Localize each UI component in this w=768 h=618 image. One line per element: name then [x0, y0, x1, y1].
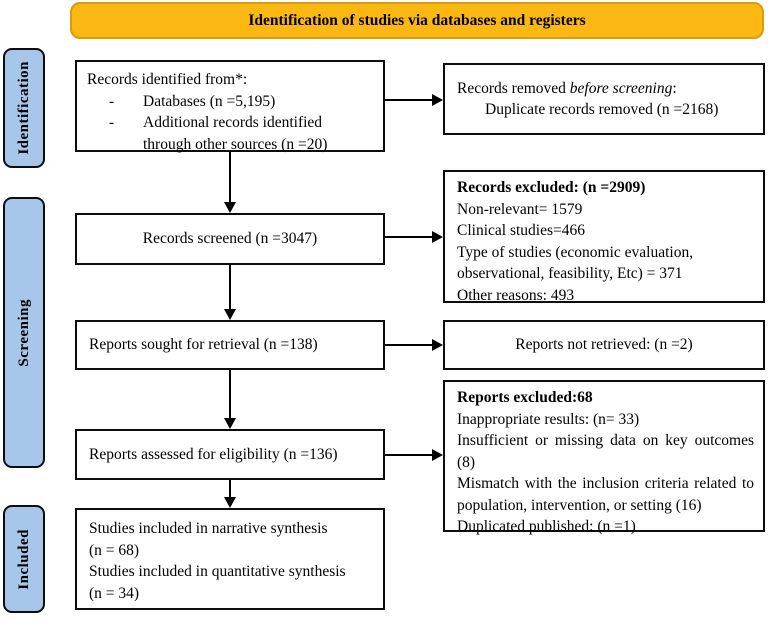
- banner-title-text: Identification of studies via databases …: [248, 11, 586, 29]
- reports-assessed-label: Reports assessed for eligibility (n =136…: [89, 445, 338, 463]
- stage-included-label: Included: [15, 528, 32, 590]
- stage-screening-label: Screening: [15, 298, 32, 367]
- arrow-down-screened-to-sought: [224, 265, 236, 320]
- box-reports-not-retrieved: Reports not retrieved: (n =2): [443, 320, 765, 370]
- box-reports-excluded: Reports excluded:68 Inappropriate result…: [443, 380, 765, 535]
- records-excluded-title: Records excluded: (n =2909): [457, 179, 646, 196]
- box-records-excluded: Records excluded: (n =2909) Non-relevant…: [443, 170, 765, 304]
- arrow-right-sought-to-notretrieved: [385, 339, 443, 351]
- bullet-dash: -: [109, 114, 115, 131]
- arrow-down-identified-to-screened: [224, 152, 236, 213]
- studies-included-line: Studies included in quantitative synthes…: [89, 563, 346, 580]
- records-identified-item-additional: - Additional records identified through …: [87, 112, 373, 155]
- records-identified-item-text: Databases (n =5,195): [143, 92, 276, 110]
- reports-excluded-reason: Mismatch with the inclusion criteria rel…: [457, 475, 754, 514]
- stage-identification: Identification: [3, 48, 45, 168]
- studies-included-line: (n = 68): [89, 541, 140, 559]
- stage-included: Included: [3, 505, 45, 613]
- box-records-screened: Records screened (n =3047): [75, 213, 385, 265]
- bullet-dash: -: [109, 92, 115, 110]
- reports-not-retrieved-label: Reports not retrieved: (n =2): [515, 336, 693, 354]
- box-studies-included: Studies included in narrative synthesis …: [75, 508, 385, 610]
- reports-sought-label: Reports sought for retrieval (n =138): [89, 336, 318, 354]
- reports-excluded-reason: Inappropriate results: (n= 33): [457, 410, 640, 428]
- records-removed-prefix: Records removed: [457, 79, 570, 97]
- studies-included-line: (n = 34): [89, 584, 140, 602]
- arrow-down-sought-to-assessed: [224, 370, 236, 429]
- records-identified-intro: Records identified from*:: [87, 71, 248, 88]
- records-removed-detail: Duplicate records removed (n =2168): [485, 101, 719, 118]
- records-removed-emphasis: before screening: [569, 79, 673, 97]
- records-identified-item-databases: - Databases (n =5,195): [87, 91, 373, 113]
- records-removed-suffix: :: [672, 79, 677, 97]
- records-excluded-reason: Other reasons: 493: [457, 286, 575, 304]
- records-identified-item-text: Additional records identified through ot…: [143, 114, 328, 153]
- box-records-removed: Records removed before screening: Duplic…: [443, 63, 765, 135]
- reports-excluded-reason: Duplicated published: (n =1): [457, 518, 636, 535]
- box-records-identified: Records identified from*: - Databases (n…: [75, 60, 385, 155]
- arrow-right-assessed-to-excluded: [385, 449, 443, 461]
- records-excluded-reason: Non-relevant= 1579: [457, 200, 583, 218]
- arrow-right-identified-to-removed: [385, 94, 443, 106]
- box-reports-assessed: Reports assessed for eligibility (n =136…: [75, 429, 385, 480]
- box-reports-sought: Reports sought for retrieval (n =138): [75, 320, 385, 370]
- banner-title: Identification of studies via databases …: [70, 2, 764, 39]
- records-removed-heading: Records removed before screening:: [457, 78, 751, 100]
- records-excluded-reason: Clinical studies=466: [457, 222, 585, 239]
- records-excluded-reason: Type of studies (economic evaluation, ob…: [457, 243, 694, 283]
- stage-screening: Screening: [3, 197, 45, 468]
- arrow-down-assessed-to-included: [224, 480, 236, 508]
- records-screened-label: Records screened (n =3047): [142, 230, 318, 248]
- reports-excluded-title: Reports excluded:68: [457, 389, 593, 406]
- arrow-right-screened-to-excluded: [385, 231, 443, 243]
- reports-excluded-reason: Insufficient or missing data on key outc…: [457, 432, 754, 471]
- stage-identification-label: Identification: [15, 61, 32, 155]
- studies-included-line: Studies included in narrative synthesis: [89, 520, 328, 537]
